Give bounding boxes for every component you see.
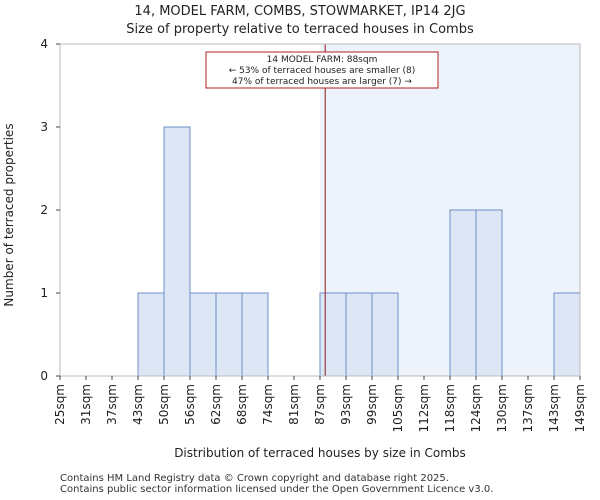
bar-50sqm — [163, 126, 191, 377]
chart-subtitle: Size of property relative to terraced ho… — [126, 22, 474, 37]
x-tick-label-50sqm: 50sqm — [157, 384, 171, 425]
y-tick-label-1: 1 — [40, 286, 48, 300]
x-tick-label-143sqm: 143sqm — [547, 384, 561, 432]
chart-title: 14, MODEL FARM, COMBS, STOWMARKET, IP14 … — [134, 4, 465, 19]
x-tick-label-74sqm: 74sqm — [261, 384, 275, 425]
y-axis: 0 1 2 3 4 — [40, 37, 60, 383]
annotation-line-1: 14 MODEL FARM: 88sqm — [267, 55, 378, 65]
x-tick-label-25sqm: 25sqm — [53, 384, 67, 425]
bar-87sqm — [319, 292, 347, 377]
bars-group — [137, 126, 581, 377]
x-tick-label-124sqm: 124sqm — [469, 384, 483, 432]
bar-124sqm — [475, 209, 503, 377]
x-tick-label-62sqm: 62sqm — [209, 384, 223, 425]
x-tick-label-68sqm: 68sqm — [235, 384, 249, 425]
x-tick-label-99sqm: 99sqm — [365, 384, 379, 425]
x-tick-label-87sqm: 87sqm — [313, 384, 327, 425]
annotation-line-2: ← 53% of terraced houses are smaller (8) — [229, 66, 416, 76]
footer-copyright: Contains HM Land Registry data © Crown c… — [60, 473, 449, 484]
x-tick-label-81sqm: 81sqm — [287, 384, 301, 425]
bar-56sqm — [189, 292, 217, 377]
x-tick-label-118sqm: 118sqm — [443, 384, 457, 432]
y-tick-label-3: 3 — [40, 120, 48, 134]
x-tick-label-130sqm: 130sqm — [495, 384, 509, 432]
x-tick-label-31sqm: 31sqm — [79, 384, 93, 425]
y-tick-label-2: 2 — [40, 203, 48, 217]
bar-62sqm — [215, 292, 243, 377]
bar-93sqm — [345, 292, 373, 377]
footer-licence: Contains public sector information licen… — [60, 484, 494, 495]
bar-99sqm — [371, 292, 399, 377]
y-tick-label-4: 4 — [40, 37, 48, 51]
bar-143sqm — [553, 292, 581, 377]
annotation-box: 14 MODEL FARM: 88sqm ← 53% of terraced h… — [205, 51, 439, 89]
x-tick-label-149sqm: 149sqm — [573, 384, 587, 432]
x-tick-label-43sqm: 43sqm — [131, 384, 145, 425]
y-axis-label: Number of terraced properties — [2, 123, 16, 306]
x-tick-label-137sqm: 137sqm — [521, 384, 535, 432]
bar-118sqm — [449, 209, 477, 377]
x-tick-label-93sqm: 93sqm — [339, 384, 353, 425]
x-axis: 25sqm 31sqm 37sqm 43sqm 50sqm 56sqm 62sqm 68sqm… — [53, 376, 587, 432]
bar-68sqm — [241, 292, 269, 377]
x-tick-label-105sqm: 105sqm — [391, 384, 405, 432]
annotation-line-3: 47% of terraced houses are larger (7) → — [232, 77, 412, 87]
y-tick-label-0: 0 — [40, 369, 48, 383]
x-tick-label-56sqm: 56sqm — [183, 384, 197, 425]
x-axis-label: Distribution of terraced houses by size … — [174, 446, 466, 460]
bar-43sqm — [137, 292, 165, 377]
x-tick-label-112sqm: 112sqm — [417, 384, 431, 432]
x-tick-label-37sqm: 37sqm — [105, 384, 119, 425]
